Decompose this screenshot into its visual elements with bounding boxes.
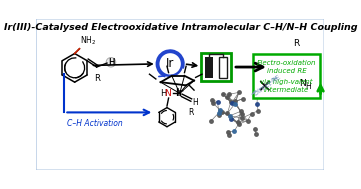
- Text: intermediate: intermediate: [264, 87, 309, 93]
- FancyBboxPatch shape: [201, 53, 231, 81]
- Text: C–H Activation: C–H Activation: [67, 119, 122, 128]
- FancyBboxPatch shape: [253, 54, 320, 98]
- Text: N: N: [299, 79, 306, 88]
- Text: H: H: [192, 98, 198, 107]
- Text: R: R: [95, 74, 100, 83]
- Text: Electro-oxidation: Electro-oxidation: [257, 60, 316, 66]
- Text: R: R: [293, 39, 299, 48]
- Circle shape: [158, 52, 182, 76]
- Text: Ir: Ir: [166, 57, 174, 70]
- Text: N: N: [164, 89, 171, 98]
- Text: H: H: [305, 82, 311, 91]
- Circle shape: [106, 57, 116, 67]
- Text: via high-valent: via high-valent: [260, 79, 313, 85]
- Text: H: H: [109, 58, 115, 67]
- Text: H: H: [108, 58, 114, 67]
- Text: NH$_2$: NH$_2$: [80, 35, 96, 47]
- Text: H: H: [161, 89, 167, 98]
- Text: Ir(III)-Catalysed Electrooxidative Intramolecular C–H/N–H Coupling: Ir(III)-Catalysed Electrooxidative Intra…: [4, 23, 357, 32]
- Text: Direct RE: Direct RE: [253, 75, 282, 97]
- Bar: [205, 57, 213, 78]
- FancyBboxPatch shape: [36, 19, 324, 170]
- Text: induced RE: induced RE: [266, 68, 306, 74]
- Bar: [219, 57, 227, 78]
- Text: R: R: [188, 108, 193, 117]
- Text: Ir: Ir: [175, 88, 184, 98]
